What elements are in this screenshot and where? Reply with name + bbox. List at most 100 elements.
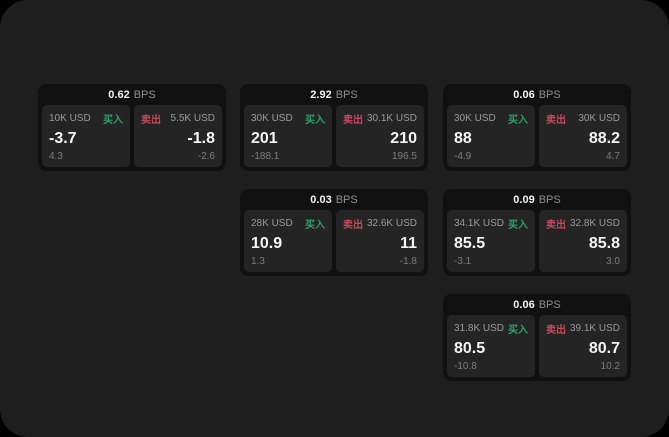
buy-tile-header: 10K USD 买入: [49, 111, 123, 126]
buy-sub-value: 4.3: [49, 151, 63, 162]
buy-sub-value: -3.1: [454, 256, 472, 267]
sell-sub-value: 10.2: [600, 361, 620, 372]
quote-card-4: 0.03 BPS 28K USD 买入 10.9 1.3 卖出 32.6K US…: [240, 189, 428, 276]
quote-tiles: 34.1K USD 买入 85.5 -3.1 卖出 32.8K USD 85.8…: [443, 210, 631, 276]
sell-tile-header: 卖出 32.6K USD: [343, 216, 417, 231]
buy-sub-value: -10.8: [454, 361, 477, 372]
sell-side-label: 卖出: [141, 115, 161, 126]
buy-quote-tile[interactable]: 28K USD 买入 10.9 1.3: [244, 210, 332, 272]
sell-sub-value: 3.0: [606, 256, 620, 267]
bps-header: 0.03 BPS: [240, 189, 428, 210]
sell-side-label: 卖出: [546, 325, 566, 336]
sell-price: 85.8: [588, 234, 620, 252]
buy-price: 88: [454, 129, 472, 147]
quote-tiles: 30K USD 买入 88 -4.9 卖出 30K USD 88.2 4.7: [443, 105, 631, 171]
buy-sub-value: 1.3: [251, 256, 265, 267]
sell-price: 88.2: [588, 129, 620, 147]
sell-sub-value: -1.8: [399, 256, 417, 267]
buy-tile-header: 28K USD 买入: [251, 216, 325, 231]
bps-unit-label: BPS: [335, 193, 358, 206]
buy-price: 10.9: [251, 234, 283, 252]
buy-side-label: 买入: [305, 220, 325, 231]
buy-quote-tile[interactable]: 30K USD 买入 88 -4.9: [447, 105, 535, 167]
quote-card-1: 0.62 BPS 10K USD 买入 -3.7 4.3 卖出 5.5K USD…: [38, 84, 226, 171]
bps-unit-label: BPS: [538, 193, 561, 206]
bps-unit-label: BPS: [538, 88, 561, 101]
quote-card-3: 0.06 BPS 30K USD 买入 88 -4.9 卖出 30K USD 8…: [443, 84, 631, 171]
bps-header: 0.09 BPS: [443, 189, 631, 210]
sell-price: 11: [400, 234, 417, 252]
bps-unit-label: BPS: [133, 88, 156, 101]
buy-side-label: 买入: [508, 220, 528, 231]
sell-quote-tile[interactable]: 卖出 39.1K USD 80.7 10.2: [539, 315, 627, 377]
bps-header: 2.92 BPS: [240, 84, 428, 105]
sell-price: -1.8: [187, 129, 215, 147]
buy-price: 201: [251, 129, 278, 147]
buy-quote-tile[interactable]: 10K USD 买入 -3.7 4.3: [42, 105, 130, 167]
bps-unit-label: BPS: [538, 298, 561, 311]
sell-tile-header: 卖出 30K USD: [546, 111, 620, 126]
sell-side-label: 卖出: [546, 220, 566, 231]
sell-sub-value: -2.6: [197, 151, 215, 162]
quote-tiles: 30K USD 买入 201 -188.1 卖出 30.1K USD 210 1…: [240, 105, 428, 171]
sell-side-label: 卖出: [546, 115, 566, 126]
quote-tiles: 31.8K USD 买入 80.5 -10.8 卖出 39.1K USD 80.…: [443, 315, 631, 381]
sell-size: 32.8K USD: [569, 218, 620, 229]
sell-sub-value: 4.7: [606, 151, 620, 162]
buy-tile-header: 30K USD 买入: [454, 111, 528, 126]
bps-unit-label: BPS: [335, 88, 358, 101]
bps-header: 0.62 BPS: [38, 84, 226, 105]
sell-quote-tile[interactable]: 卖出 30.1K USD 210 196.5: [336, 105, 424, 167]
sell-size: 5.5K USD: [170, 113, 215, 124]
buy-size: 30K USD: [454, 113, 496, 124]
sell-size: 30K USD: [578, 113, 620, 124]
sell-quote-tile[interactable]: 卖出 5.5K USD -1.8 -2.6: [134, 105, 222, 167]
bps-value: 0.06: [513, 298, 535, 311]
buy-side-label: 买入: [508, 115, 528, 126]
bps-value: 2.92: [310, 88, 332, 101]
sell-side-label: 卖出: [343, 115, 363, 126]
buy-size: 28K USD: [251, 218, 293, 229]
buy-tile-header: 30K USD 买入: [251, 111, 325, 126]
bps-header: 0.06 BPS: [443, 84, 631, 105]
sell-price: 80.7: [588, 339, 620, 357]
sell-price: 210: [390, 129, 417, 147]
buy-sub-value: -188.1: [251, 151, 280, 162]
sell-quote-tile[interactable]: 卖出 32.8K USD 85.8 3.0: [539, 210, 627, 272]
sell-tile-header: 卖出 30.1K USD: [343, 111, 417, 126]
buy-size: 31.8K USD: [454, 323, 505, 334]
quote-tiles: 28K USD 买入 10.9 1.3 卖出 32.6K USD 11 -1.8: [240, 210, 428, 276]
buy-side-label: 买入: [305, 115, 325, 126]
buy-price: 85.5: [454, 234, 486, 252]
bps-value: 0.03: [310, 193, 332, 206]
buy-quote-tile[interactable]: 34.1K USD 买入 85.5 -3.1: [447, 210, 535, 272]
buy-quote-tile[interactable]: 31.8K USD 买入 80.5 -10.8: [447, 315, 535, 377]
bps-value: 0.06: [513, 88, 535, 101]
buy-side-label: 买入: [103, 115, 123, 126]
sell-size: 39.1K USD: [569, 323, 620, 334]
sell-quote-tile[interactable]: 卖出 30K USD 88.2 4.7: [539, 105, 627, 167]
buy-size: 34.1K USD: [454, 218, 505, 229]
buy-side-label: 买入: [508, 325, 528, 336]
sell-size: 32.6K USD: [366, 218, 417, 229]
quote-tiles: 10K USD 买入 -3.7 4.3 卖出 5.5K USD -1.8 -2.…: [38, 105, 226, 171]
buy-price: -3.7: [49, 129, 77, 147]
buy-size: 30K USD: [251, 113, 293, 124]
sell-side-label: 卖出: [343, 220, 363, 231]
bps-value: 0.62: [108, 88, 130, 101]
quote-card-2: 2.92 BPS 30K USD 买入 201 -188.1 卖出 30.1K …: [240, 84, 428, 171]
quote-card-6: 0.06 BPS 31.8K USD 买入 80.5 -10.8 卖出 39.1…: [443, 294, 631, 381]
buy-price: 80.5: [454, 339, 486, 357]
bps-header: 0.06 BPS: [443, 294, 631, 315]
sell-sub-value: 196.5: [391, 151, 417, 162]
sell-size: 30.1K USD: [366, 113, 417, 124]
buy-tile-header: 31.8K USD 买入: [454, 321, 528, 336]
buy-tile-header: 34.1K USD 买入: [454, 216, 528, 231]
quote-card-5: 0.09 BPS 34.1K USD 买入 85.5 -3.1 卖出 32.8K…: [443, 189, 631, 276]
sell-tile-header: 卖出 39.1K USD: [546, 321, 620, 336]
sell-quote-tile[interactable]: 卖出 32.6K USD 11 -1.8: [336, 210, 424, 272]
buy-size: 10K USD: [49, 113, 91, 124]
sell-tile-header: 卖出 32.8K USD: [546, 216, 620, 231]
buy-quote-tile[interactable]: 30K USD 买入 201 -188.1: [244, 105, 332, 167]
